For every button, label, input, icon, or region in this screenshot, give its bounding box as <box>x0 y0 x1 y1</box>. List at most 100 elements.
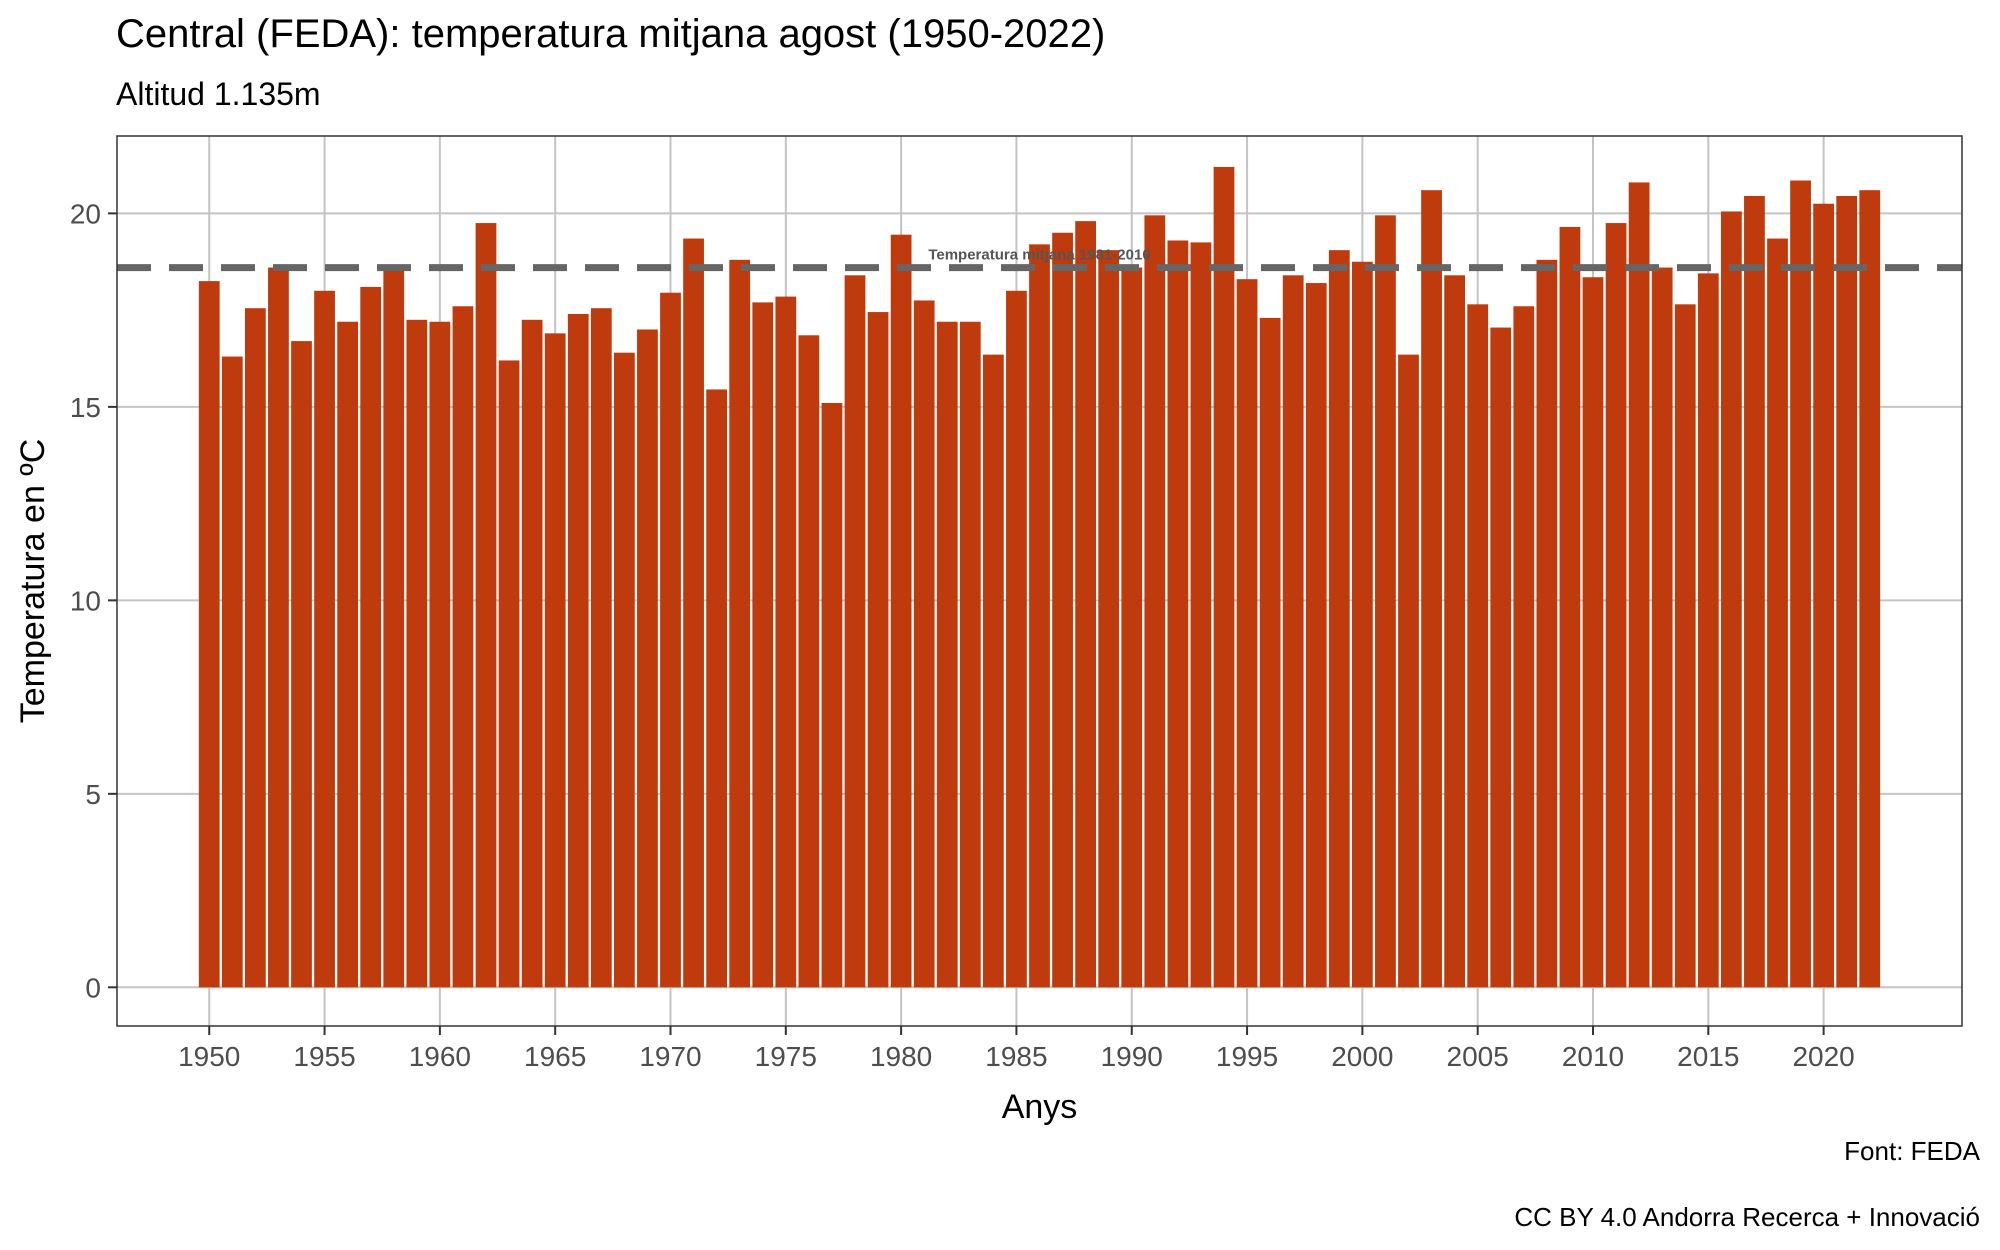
bar-1997 <box>1282 275 1304 988</box>
chart-subtitle: Altitud 1.135m <box>116 76 321 112</box>
bar-1977 <box>821 403 843 988</box>
y-tick-label: 20 <box>70 198 101 229</box>
y-tick-label: 5 <box>85 779 101 810</box>
bar-1969 <box>637 329 658 988</box>
bar-1986 <box>1029 244 1050 988</box>
bar-1974 <box>752 302 774 988</box>
bar-2015 <box>1697 273 1719 988</box>
bar-2022 <box>1859 190 1881 988</box>
bar-1966 <box>567 314 589 988</box>
bars <box>198 166 1881 988</box>
bar-1988 <box>1075 221 1097 988</box>
bar-1958 <box>383 267 405 988</box>
bar-2017 <box>1744 195 1765 988</box>
x-axis-title: Anys <box>1002 1088 1078 1126</box>
bar-1985 <box>1006 290 1027 988</box>
bar-1957 <box>360 286 382 988</box>
source-caption: Font: FEDA <box>1844 1136 1980 1166</box>
bar-1979 <box>867 312 889 988</box>
x-tick-label: 1960 <box>409 1041 471 1072</box>
bar-2019 <box>1790 180 1811 988</box>
y-tick-label: 10 <box>70 585 101 616</box>
y-axis: 0 5 10 15 20 <box>70 198 117 1003</box>
bar-1975 <box>775 296 797 988</box>
bar-2007 <box>1513 306 1535 988</box>
bar-2003 <box>1421 190 1442 988</box>
bar-2016 <box>1720 211 1742 988</box>
bar-2020 <box>1813 203 1835 988</box>
bar-1971 <box>683 238 704 988</box>
bar-2004 <box>1444 275 1466 988</box>
chart-title: Central (FEDA): temperatura mitjana agos… <box>116 12 1106 56</box>
bar-2008 <box>1536 259 1558 988</box>
bar-1970 <box>660 292 681 988</box>
bar-1951 <box>221 356 243 988</box>
bar-1955 <box>314 290 335 988</box>
bar-1990 <box>1121 267 1143 988</box>
bar-1996 <box>1259 317 1281 988</box>
bar-1989 <box>1098 250 1120 988</box>
bar-1998 <box>1305 283 1327 988</box>
bar-1980 <box>890 234 912 988</box>
bar-2001 <box>1375 215 1396 988</box>
y-axis-title: Temperatura en ºC <box>14 439 52 724</box>
bar-2009 <box>1559 226 1581 988</box>
bar-2002 <box>1398 354 1419 988</box>
bar-1973 <box>729 259 751 988</box>
x-tick-label: 1995 <box>1216 1041 1278 1072</box>
bar-1991 <box>1144 215 1166 988</box>
x-tick-label: 1955 <box>293 1041 355 1072</box>
x-tick-label: 1985 <box>985 1041 1047 1072</box>
bar-1976 <box>798 335 820 988</box>
bar-1953 <box>268 267 289 988</box>
bar-1993 <box>1190 242 1212 988</box>
bar-1952 <box>244 308 266 988</box>
bar-1950 <box>198 281 220 988</box>
bar-1981 <box>913 300 935 988</box>
bar-1967 <box>590 308 612 988</box>
x-tick-label: 2000 <box>1331 1041 1393 1072</box>
bar-1956 <box>337 321 359 988</box>
y-tick-label: 0 <box>85 972 101 1003</box>
bar-2013 <box>1651 267 1673 988</box>
bar-2005 <box>1467 304 1489 988</box>
bar-2000 <box>1351 261 1373 988</box>
bar-1978 <box>844 275 866 988</box>
x-tick-label: 1965 <box>524 1041 586 1072</box>
bar-2011 <box>1605 223 1627 988</box>
x-tick-label: 1970 <box>639 1041 701 1072</box>
x-tick-label: 1990 <box>1101 1041 1163 1072</box>
x-tick-label: 2015 <box>1677 1041 1739 1072</box>
plot-panel-border <box>116 135 1963 1027</box>
x-tick-label: 2020 <box>1792 1041 1854 1072</box>
bar-1968 <box>613 352 635 988</box>
bar-1983 <box>959 321 981 988</box>
bar-1961 <box>452 306 474 988</box>
y-tick-label: 15 <box>70 392 101 423</box>
bar-1994 <box>1213 166 1235 988</box>
bar-1960 <box>429 321 451 988</box>
x-axis: 1950 1955 1960 1965 1970 1975 1980 1985 1990 1995… <box>178 1026 1855 1072</box>
bar-1972 <box>706 389 728 988</box>
bar-2014 <box>1674 304 1696 988</box>
x-tick-label: 2010 <box>1562 1041 1624 1072</box>
reference-line-label: Temperatura mitjana 1981-2010 <box>928 247 1150 264</box>
x-tick-label: 1950 <box>178 1041 240 1072</box>
bar-1982 <box>936 321 958 988</box>
x-tick-label: 1980 <box>870 1041 932 1072</box>
bar-2012 <box>1628 182 1650 988</box>
bar-1959 <box>406 319 428 988</box>
bar-2010 <box>1582 277 1604 988</box>
bar-1954 <box>291 341 312 988</box>
license-caption: CC BY 4.0 Andorra Recerca + Innovació <box>1514 1202 1980 1232</box>
x-tick-label: 1975 <box>755 1041 817 1072</box>
bar-1984 <box>982 354 1004 988</box>
bar-1965 <box>544 333 566 988</box>
bar-2018 <box>1767 238 1788 988</box>
x-tick-label: 2005 <box>1447 1041 1509 1072</box>
bar-1992 <box>1167 240 1189 988</box>
bar-1962 <box>475 223 497 988</box>
bar-1999 <box>1328 250 1350 988</box>
bar-1963 <box>498 360 520 988</box>
